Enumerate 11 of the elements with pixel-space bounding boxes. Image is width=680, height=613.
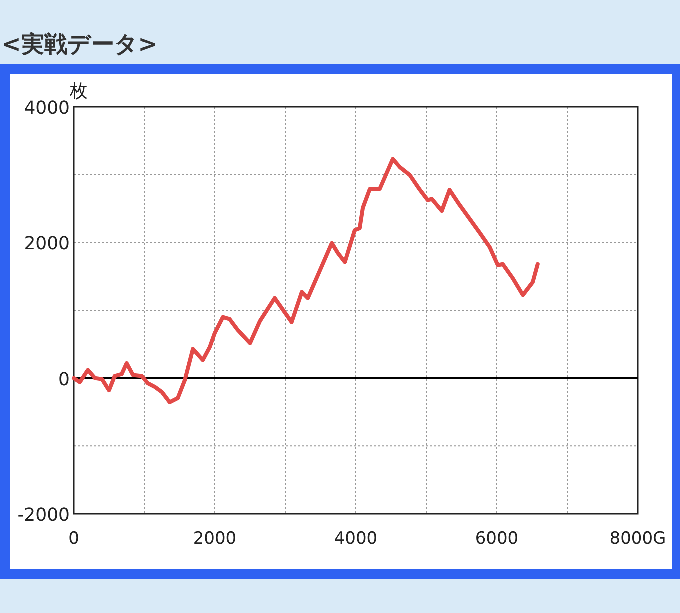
line-series bbox=[72, 157, 540, 404]
y-tick-label: 2000 bbox=[24, 234, 70, 255]
y-axis-title: 枚 bbox=[69, 81, 88, 102]
y-tick-label: 0 bbox=[58, 369, 70, 390]
y-tick-label: 4000 bbox=[24, 98, 70, 119]
x-tick-label: 2000 bbox=[193, 529, 237, 549]
y-tick-label: -2000 bbox=[18, 505, 70, 526]
x-tick-label: 8000G bbox=[610, 529, 666, 549]
x-tick-label: 4000 bbox=[334, 529, 378, 549]
x-tick-label: 6000 bbox=[475, 529, 519, 549]
chart-title: <実戦データ> bbox=[2, 31, 158, 58]
